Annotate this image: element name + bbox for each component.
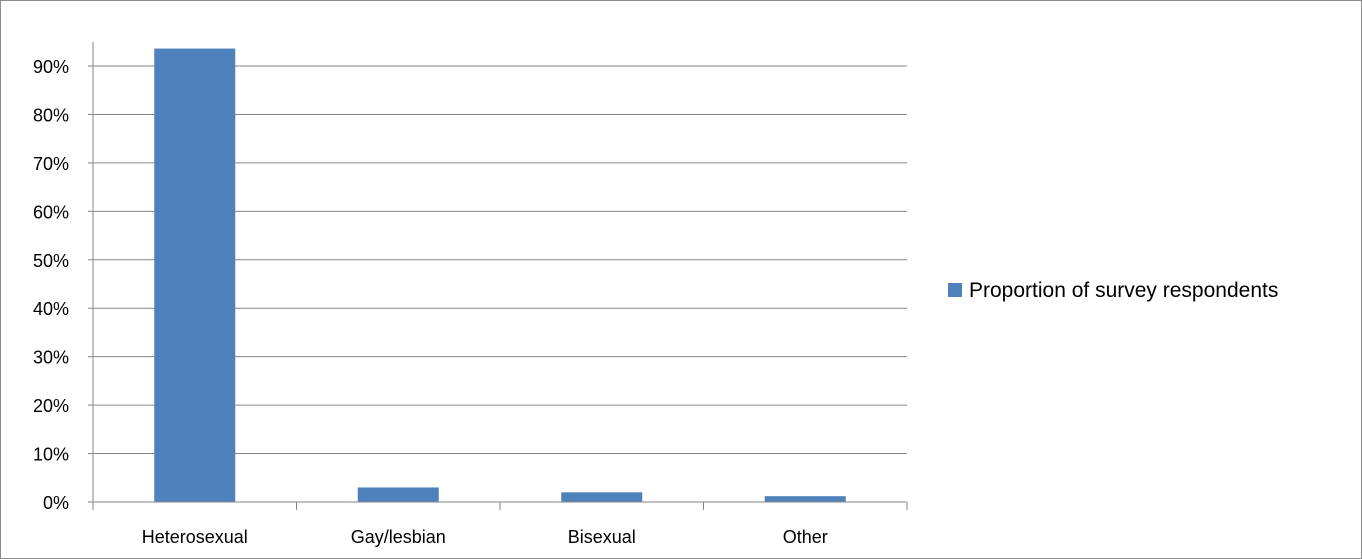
y-tick-label: 80% xyxy=(33,105,69,125)
y-tick-label: 90% xyxy=(33,57,69,77)
legend-label: Proportion of survey respondents xyxy=(969,279,1278,302)
x-tick-label: Bisexual xyxy=(568,527,636,547)
y-axis-ticks: 0% 10% 20% 30% 40% 50% 60% 70% 80% 90% xyxy=(33,57,93,513)
bar-gay-lesbian xyxy=(357,487,439,502)
legend: Proportion of survey respondents xyxy=(948,279,1278,302)
y-tick-label: 50% xyxy=(33,251,69,271)
legend-swatch xyxy=(948,283,962,297)
y-tick-label: 20% xyxy=(33,396,69,416)
bar-heterosexual xyxy=(154,48,236,503)
y-tick-label: 30% xyxy=(33,348,69,368)
y-tick-label: 10% xyxy=(33,445,69,465)
x-tick-label: Gay/lesbian xyxy=(351,527,446,547)
x-tick-label: Heterosexual xyxy=(142,527,248,547)
x-axis-ticks: Heterosexual Gay/lesbian Bisexual Other xyxy=(92,502,908,547)
bar-bisexual xyxy=(561,492,643,502)
y-tick-label: 60% xyxy=(33,202,69,222)
bars xyxy=(154,48,846,503)
y-tick-label: 40% xyxy=(33,299,69,319)
bar-other xyxy=(764,496,846,502)
y-tick-label: 0% xyxy=(43,493,69,513)
x-tick-label: Other xyxy=(783,527,828,547)
y-tick-label: 70% xyxy=(33,154,69,174)
